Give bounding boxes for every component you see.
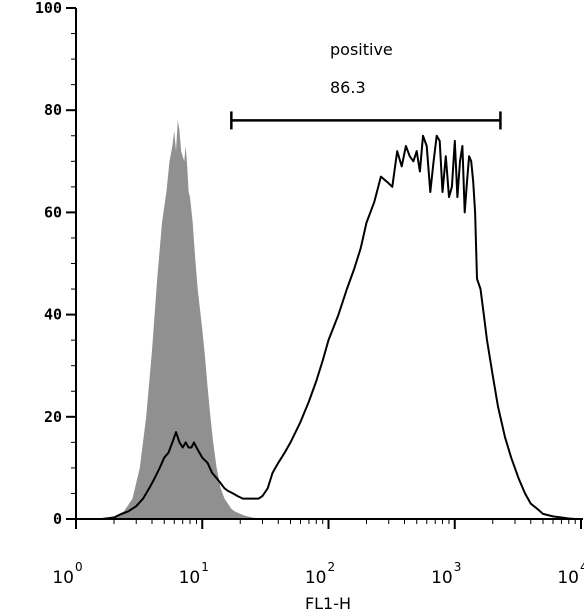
histogram-control-fill <box>101 120 263 520</box>
y-tick-label: 20 <box>44 408 62 426</box>
y-tick-label: 60 <box>44 203 62 221</box>
gate-name-label: positive <box>330 40 393 59</box>
gate-value-label: 86.3 <box>330 78 366 97</box>
x-tick-label: 10 <box>557 568 579 588</box>
gate: positive 86.3 <box>230 40 502 130</box>
x-tick-label: 10 <box>305 568 327 588</box>
y-tick-label: 40 <box>44 306 62 324</box>
x-tick-exponent: 4 <box>580 560 584 574</box>
x-tick-exponent: 0 <box>75 560 83 574</box>
x-tick-exponent: 2 <box>328 560 336 574</box>
x-axis-title: FL1-H <box>305 594 351 613</box>
y-tick-label: 100 <box>35 0 62 17</box>
x-tick-label: 10 <box>179 568 201 588</box>
x-tick-label: 10 <box>431 568 453 588</box>
plot-area <box>76 120 581 520</box>
x-tick-label: 10 <box>52 568 74 588</box>
x-tick-exponent: 1 <box>201 560 209 574</box>
x-tick-exponent: 3 <box>454 560 462 574</box>
histogram-sample-line <box>76 134 581 520</box>
y-tick-label: 0 <box>53 510 62 528</box>
y-tick-label: 80 <box>44 101 62 119</box>
